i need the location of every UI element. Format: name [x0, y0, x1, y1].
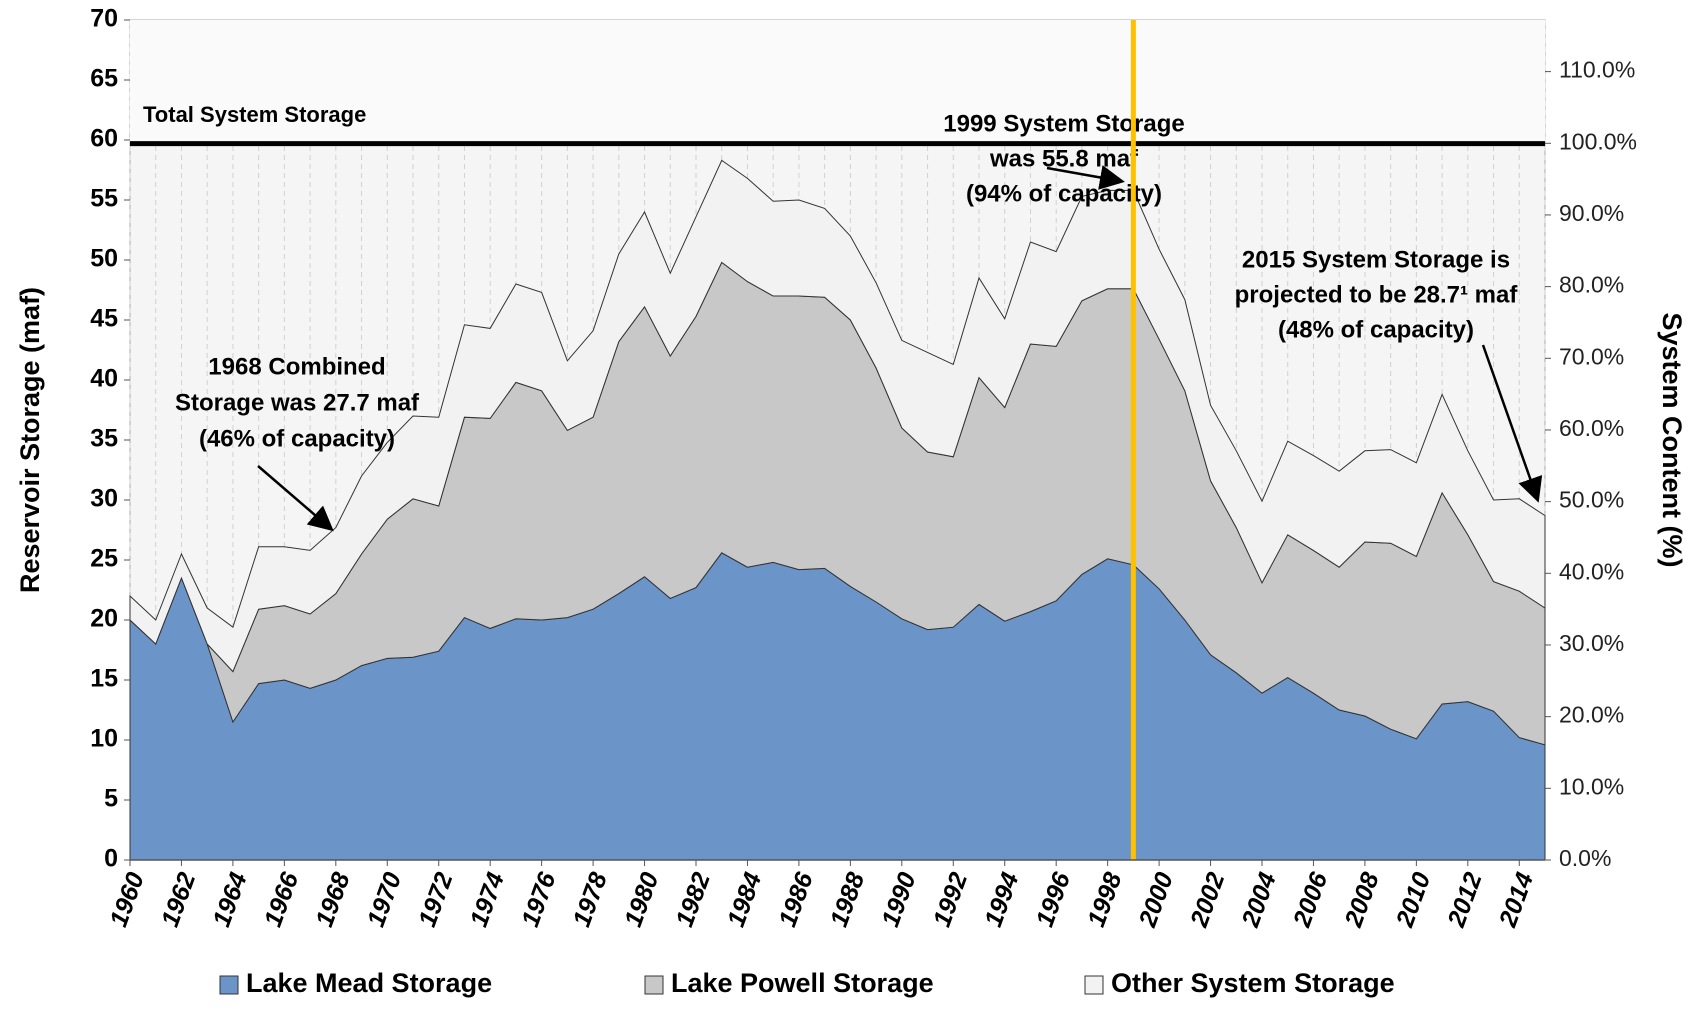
x-tick-label: 2000: [1133, 869, 1179, 932]
y2-tick-label: 90.0%: [1559, 200, 1624, 226]
x-tick-label: 1960: [105, 869, 150, 931]
arrows: [257, 165, 1543, 532]
y2-tick-label: 60.0%: [1559, 415, 1624, 441]
y-tick-label: 0: [104, 845, 118, 873]
y2-tick-label: 50.0%: [1559, 487, 1624, 513]
x-tick-label: 1962: [156, 869, 201, 931]
y2-tick-label: 80.0%: [1559, 272, 1624, 298]
annotation-line: 1968 Combined: [208, 353, 385, 380]
y2-tick-label: 100.0%: [1559, 128, 1637, 154]
x-tick-label: 1992: [928, 869, 973, 931]
y-tick-label: 55: [90, 185, 118, 213]
x-tick-label: 1972: [413, 869, 458, 931]
legend-label: Lake Powell Storage: [671, 968, 934, 998]
x-tick-label: 1966: [259, 868, 305, 931]
x-tick-label: 1976: [516, 868, 562, 931]
annotation-line: (94% of capacity): [966, 180, 1162, 207]
y2-tick-label: 30.0%: [1559, 630, 1624, 656]
legend-swatch: [644, 975, 664, 995]
x-tick-label: 1980: [619, 869, 664, 931]
y-tick-label: 15: [90, 665, 118, 693]
y-tick-label: 10: [90, 725, 118, 753]
y-tick-label: 40: [90, 365, 118, 393]
x-tick-label: 2006: [1288, 868, 1334, 932]
x-tick-label: 1998: [1082, 869, 1127, 931]
arrow: [1481, 344, 1543, 503]
plot-layer: [129, 20, 1546, 861]
y2-tick-label: 0.0%: [1559, 845, 1611, 871]
x-tick-label: 1974: [465, 869, 510, 931]
area: [129, 159, 1546, 673]
y-tick-label: 60: [90, 125, 118, 153]
y-tick-label: 50: [90, 245, 118, 273]
over-capacity-band: [130, 20, 1545, 144]
capacity-label: Total System Storage: [143, 102, 366, 127]
x-tick-label: 2008: [1339, 869, 1385, 932]
annotation-line: was 55.8 maf: [989, 145, 1139, 172]
annotation-line: (48% of capacity): [1278, 316, 1474, 343]
x-tick-label: 1964: [207, 869, 252, 931]
x-tick-label: 1994: [979, 869, 1024, 931]
x-tick-label: 1978: [568, 869, 613, 931]
y-tick-label: 30: [90, 485, 118, 513]
legend-label: Other System Storage: [1111, 968, 1395, 998]
annotation-line: Storage was 27.7 maf: [175, 389, 420, 416]
x-tick-label: 1986: [773, 868, 819, 931]
x-tick-label: 1988: [825, 869, 870, 931]
x-tick-label: 1968: [310, 869, 355, 931]
arrow: [1046, 165, 1125, 190]
y-tick-label: 25: [90, 545, 118, 573]
y2-tick-label: 20.0%: [1559, 702, 1624, 728]
legend-swatch: [219, 975, 239, 995]
x-tick-label: 1990: [876, 869, 921, 931]
y2-axis-title: System Content (%): [1657, 312, 1687, 567]
x-tick-label: 2004: [1236, 869, 1282, 932]
y-tick-label: 20: [90, 605, 118, 633]
x-tick-label: 1982: [671, 869, 716, 931]
y-tick-label: 5: [104, 785, 118, 813]
y-tick-label: 45: [90, 305, 118, 333]
legend-label: Lake Mead Storage: [246, 968, 492, 998]
y-tick-label: 70: [90, 5, 118, 33]
x-tick-label: 2014: [1493, 869, 1539, 932]
y2-tick-label: 70.0%: [1559, 343, 1624, 369]
y-tick-label: 35: [90, 425, 118, 453]
y2-tick-label: 40.0%: [1559, 558, 1624, 584]
annotation-line: 1999 System Storage: [943, 110, 1184, 137]
y2-tick-label: 10.0%: [1559, 773, 1624, 799]
y-axis-title: Reservoir Storage (maf): [15, 287, 45, 593]
x-tick-label: 1984: [722, 869, 767, 931]
y2-tick-label: 110.0%: [1559, 57, 1635, 83]
legend-swatch: [1084, 975, 1104, 995]
arrow: [257, 465, 334, 532]
y-tick-label: 65: [90, 65, 118, 93]
x-tick-label: 2012: [1442, 869, 1488, 932]
annotation: 1968 Combined Storage was 27.7 maf (46% …: [175, 110, 1518, 452]
annotation-line: projected to be 28.7¹ maf: [1235, 281, 1519, 308]
annotation-line: 2015 System Storage is: [1242, 246, 1510, 273]
x-tick-label: 1970: [362, 869, 407, 931]
annotation-line: (46% of capacity): [199, 425, 395, 452]
x-tick-label: 2010: [1391, 869, 1437, 932]
x-tick-label: 1996: [1031, 868, 1077, 931]
x-tick-label: 2002: [1185, 869, 1231, 932]
